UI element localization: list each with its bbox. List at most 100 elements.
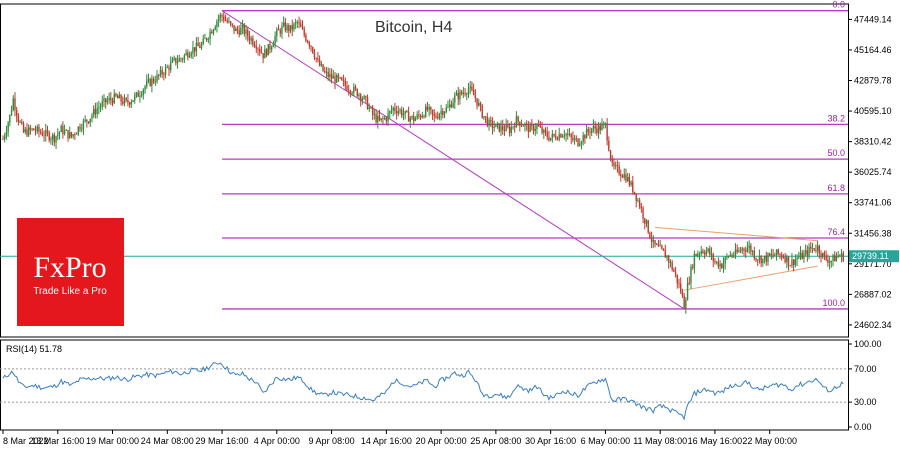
candle-body (308, 42, 311, 46)
candle-body (192, 47, 194, 54)
candle-body (626, 177, 629, 181)
candle-body (2, 139, 4, 140)
candle-body (787, 256, 790, 266)
candle-body (65, 129, 68, 131)
candle-body (43, 135, 45, 137)
candle-body (277, 29, 280, 31)
candle-body (659, 245, 661, 247)
candle-body (200, 44, 203, 48)
candle-body (815, 250, 817, 252)
fib-trend-line (221, 10, 685, 310)
candle-body (341, 77, 343, 81)
candle-body (842, 253, 844, 261)
candle-body (531, 125, 533, 127)
candle-body (440, 110, 442, 115)
candle-body (363, 96, 365, 99)
candle-body (294, 22, 297, 24)
y-tick-label: 24602.34 (854, 320, 892, 330)
candle-body (556, 138, 559, 140)
candle-body (580, 142, 583, 145)
candle-body (339, 77, 341, 79)
candle-body (17, 115, 20, 122)
candle-body (111, 100, 114, 104)
candle-body (546, 132, 548, 137)
candle-body (524, 124, 526, 127)
candle-body (262, 53, 264, 59)
candle-body (375, 114, 377, 123)
candle-body (365, 96, 367, 98)
candle-body (337, 75, 340, 78)
candle-body (789, 265, 791, 267)
candle-body (178, 58, 180, 62)
candle-body (757, 259, 759, 261)
candle-body (488, 119, 490, 126)
candle-body (645, 220, 648, 224)
candle-body (589, 131, 591, 133)
x-tick-label: 20 Apr 00:00 (416, 436, 467, 446)
candle-body (110, 97, 112, 101)
candle-body (82, 120, 85, 129)
candle-body (484, 116, 487, 118)
candle-body (63, 130, 66, 135)
candle-body (359, 94, 362, 101)
candle-body (760, 256, 762, 264)
candle-body (77, 126, 80, 134)
candle-body (715, 261, 718, 263)
fib-level-label: 50.0 (827, 148, 845, 158)
candle-body (671, 262, 673, 270)
candle-body (401, 109, 403, 116)
candle-body (555, 135, 557, 139)
candle-body (726, 256, 728, 258)
candle-body (668, 256, 670, 263)
candle-body (390, 110, 393, 112)
candle-body (808, 246, 810, 256)
candle-body (312, 46, 314, 53)
candle-body (122, 101, 124, 104)
candle-body (577, 138, 579, 146)
candle-body (378, 115, 381, 121)
candle-body (519, 121, 521, 127)
candle-body (282, 22, 285, 26)
candle-body (478, 103, 480, 106)
candle-body (57, 134, 59, 137)
candle-body (180, 58, 182, 60)
candle-body (582, 135, 584, 143)
candle-body (666, 256, 668, 258)
candle-body (514, 126, 516, 128)
rsi-panel-frame (0, 339, 849, 431)
candle-body (573, 138, 576, 141)
candle-body (91, 115, 93, 119)
candle-body (185, 52, 187, 56)
candle-body (794, 259, 797, 266)
candle-body (257, 48, 259, 50)
candle-body (481, 105, 483, 118)
x-tick-label: 14 Apr 16:00 (361, 436, 412, 446)
candle-body (250, 38, 252, 41)
candle-body (51, 134, 54, 140)
candle-body (544, 129, 547, 133)
candle-body (252, 38, 254, 45)
candle-body (647, 220, 649, 233)
candle-body (414, 118, 417, 121)
candle-body (827, 259, 829, 263)
candle-body (652, 240, 655, 242)
candle-body (55, 136, 57, 143)
candle-body (123, 98, 126, 104)
candle-body (661, 245, 663, 249)
candle-body (116, 95, 119, 99)
candle-body (223, 16, 225, 21)
candle-body (618, 166, 620, 175)
candle-body (676, 274, 678, 284)
candle-body (813, 248, 815, 251)
candle-body (229, 21, 232, 24)
candle-body (498, 123, 501, 132)
candle-body (329, 74, 331, 77)
candle-body (656, 244, 658, 246)
candle-body (151, 78, 153, 86)
candle-body (630, 181, 632, 185)
fib-level-label: 100.0 (822, 298, 845, 308)
candle-body (428, 107, 430, 110)
candle-body (537, 124, 540, 127)
candle-body (336, 75, 338, 83)
candle-body (832, 255, 834, 261)
